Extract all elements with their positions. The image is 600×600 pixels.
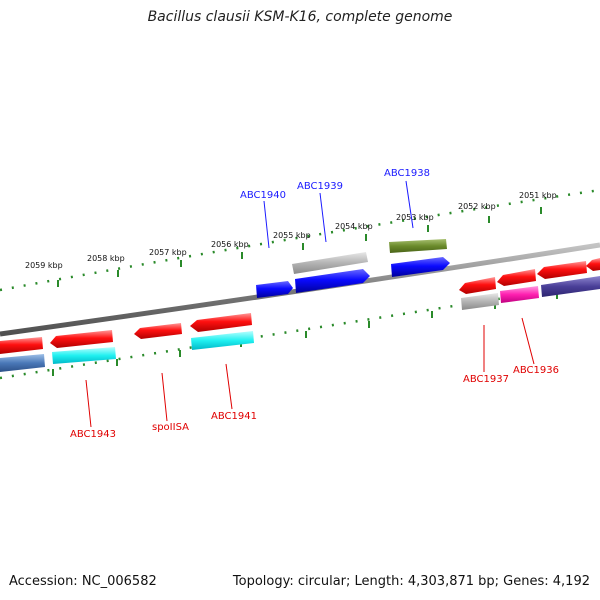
gene-arrow	[256, 281, 293, 298]
gene-arrow	[391, 257, 450, 277]
tick-label: 2056 kbp	[211, 240, 249, 249]
gene-label: ABC1939	[297, 181, 343, 192]
tick-label: 2051 kbp	[519, 191, 557, 200]
gene-arrow	[541, 276, 600, 297]
gene-label: ABC1938	[384, 168, 430, 179]
tick-label: 2059 kbp	[25, 261, 63, 270]
genome-title: Bacillus clausii KSM-K16, complete genom…	[147, 9, 453, 25]
outer-tick-ring	[0, 188, 600, 292]
tick-label: 2058 kbp	[87, 254, 125, 263]
gene-arrow	[0, 354, 45, 372]
gene-arrow	[0, 337, 43, 354]
gene-arrow	[295, 269, 370, 293]
forward-genes	[256, 239, 450, 298]
label-leaders-top	[263, 180, 414, 249]
gene-arrow	[52, 347, 116, 364]
outer-major-ticks	[57, 207, 542, 287]
gene-label: ABC1937	[463, 374, 509, 385]
gene-label: ABC1936	[513, 365, 559, 376]
gene-arrow	[586, 258, 600, 271]
inner-major-ticks	[52, 292, 558, 376]
gene-label: ABC1943	[70, 429, 116, 440]
inner-tick-ring	[0, 281, 600, 380]
gene-arrow	[537, 261, 587, 279]
gene-arrow	[500, 286, 539, 303]
reverse-genes	[0, 258, 600, 372]
gene-arrow	[389, 239, 447, 253]
tick-label: 2054 kbp	[335, 222, 373, 231]
tick-label: 2053 kbp	[396, 213, 434, 222]
tick-label: 2055 kbp	[273, 231, 311, 240]
gene-arrow	[134, 323, 182, 339]
gene-arrow	[50, 330, 113, 348]
gene-arrow	[191, 331, 254, 350]
tick-labels: 2059 kbp 2058 kbp 2057 kbp 2056 kbp 2055…	[25, 191, 557, 270]
gene-label: spoIISA	[152, 422, 189, 433]
gene-label: ABC1941	[211, 411, 257, 422]
gene-arrow	[459, 277, 496, 294]
label-leaders-bottom	[85, 317, 535, 428]
gene-arrow	[497, 269, 536, 286]
gene-arrow	[190, 313, 252, 332]
tick-label: 2057 kbp	[149, 248, 187, 257]
accession-text: Accession: NC_006582	[9, 574, 157, 589]
gene-arrow	[461, 293, 499, 310]
topology-text: Topology: circular; Length: 4,303,871 bp…	[232, 574, 590, 589]
gene-arrow	[292, 252, 368, 274]
gene-label: ABC1940	[240, 190, 286, 201]
tick-label: 2052 kbp	[458, 202, 496, 211]
